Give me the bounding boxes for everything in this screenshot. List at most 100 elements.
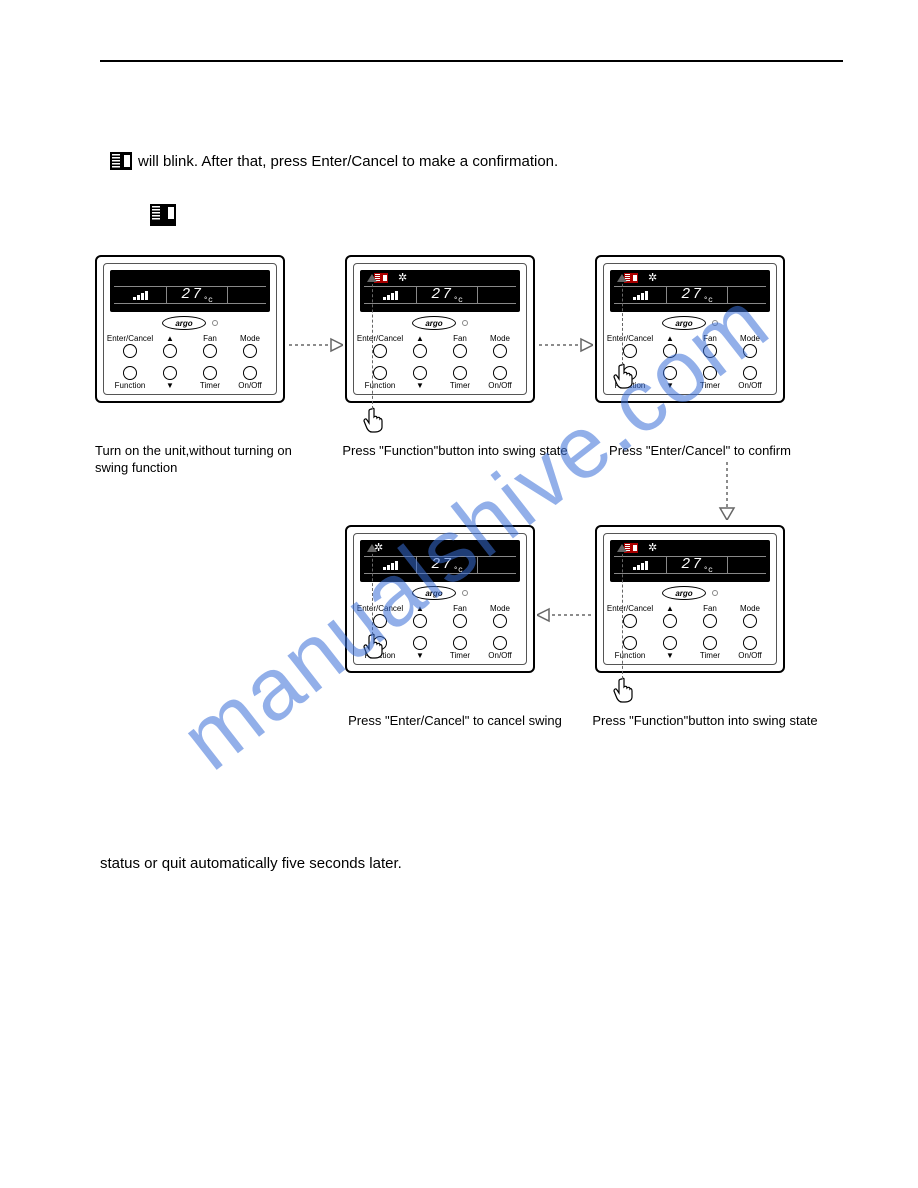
down-button[interactable] <box>413 366 427 380</box>
btn-label-fan: Fan <box>703 604 717 613</box>
caption-3: Press "Enter/Cancel" to confirm <box>595 443 805 460</box>
fan-button[interactable] <box>453 614 467 628</box>
brand-logo: argo <box>662 586 706 600</box>
btn-label-down: ▼ <box>666 381 674 390</box>
onoff-button[interactable] <box>743 366 757 380</box>
btn-label-onoff: On/Off <box>738 381 761 390</box>
signal-icon <box>633 291 648 300</box>
onoff-button[interactable] <box>743 636 757 650</box>
onoff-button[interactable] <box>493 636 507 650</box>
brand-logo: argo <box>412 316 456 330</box>
btn-label-down: ▼ <box>416 651 424 660</box>
btn-label-up: ▲ <box>416 334 424 343</box>
led-icon <box>712 320 718 326</box>
enter-cancel-button[interactable] <box>373 344 387 358</box>
lcd-temp: 27°c <box>431 286 463 305</box>
intro-text: will blink. After that, press Enter/Canc… <box>138 153 558 170</box>
btn-label-mode: Mode <box>490 604 510 613</box>
btn-label-timer: Timer <box>450 381 470 390</box>
callout-arrowhead <box>367 271 377 281</box>
down-button[interactable] <box>663 636 677 650</box>
btn-label-mode: Mode <box>240 334 260 343</box>
mode-button[interactable] <box>743 344 757 358</box>
timer-button[interactable] <box>703 366 717 380</box>
lcd-screen: ✲ 27°c <box>610 270 770 312</box>
fan-button[interactable] <box>453 344 467 358</box>
enter-cancel-button[interactable] <box>623 344 637 358</box>
brand-logo: argo <box>162 316 206 330</box>
up-button[interactable] <box>163 344 177 358</box>
fan-button[interactable] <box>703 614 717 628</box>
btn-label-onoff: On/Off <box>488 381 511 390</box>
intro-line: will blink. After that, press Enter/Canc… <box>110 152 843 170</box>
mode-button[interactable] <box>493 614 507 628</box>
btn-label-onoff: On/Off <box>488 651 511 660</box>
function-button[interactable] <box>623 636 637 650</box>
lcd-screen: ✲ 27°c <box>360 270 520 312</box>
btn-label-up: ▲ <box>666 604 674 613</box>
btn-label-timer: Timer <box>700 651 720 660</box>
function-button[interactable] <box>373 636 387 650</box>
up-button[interactable] <box>413 344 427 358</box>
led-icon <box>712 590 718 596</box>
function-button[interactable] <box>123 366 137 380</box>
timer-button[interactable] <box>703 636 717 650</box>
btn-label-down: ▼ <box>166 381 174 390</box>
btn-label-mode: Mode <box>740 334 760 343</box>
up-button[interactable] <box>413 614 427 628</box>
callout-line <box>622 549 623 679</box>
signal-icon <box>133 291 148 300</box>
btn-label-down: ▼ <box>416 381 424 390</box>
down-button[interactable] <box>163 366 177 380</box>
remote-r2: ✲ 27°c argo Enter/Cancel ▲ Fan Mode Func… <box>345 255 535 403</box>
swing-icon <box>110 152 132 170</box>
down-button[interactable] <box>663 366 677 380</box>
btn-label-enter: Enter/Cancel <box>357 334 403 343</box>
function-button[interactable] <box>373 366 387 380</box>
enter-cancel-button[interactable] <box>623 614 637 628</box>
enter-cancel-button[interactable] <box>373 614 387 628</box>
btn-label-function: Function <box>615 381 646 390</box>
caption-4: Press "Function"button into swing state <box>585 713 825 730</box>
fan-button[interactable] <box>703 344 717 358</box>
callout-line <box>622 279 623 365</box>
arrow-r4-r5 <box>537 605 593 625</box>
onoff-button[interactable] <box>243 366 257 380</box>
fan-button[interactable] <box>203 344 217 358</box>
btn-label-function: Function <box>115 381 146 390</box>
btn-label-enter: Enter/Cancel <box>607 334 653 343</box>
enter-cancel-button[interactable] <box>123 344 137 358</box>
remote-r4: ✲ 27°c argo Enter/Cancel ▲ Fan Mode Func… <box>595 525 785 673</box>
caption-1: Turn on the unit,without turning on swin… <box>95 443 305 477</box>
btn-label-fan: Fan <box>453 334 467 343</box>
mode-button[interactable] <box>493 344 507 358</box>
btn-label-enter: Enter/Cancel <box>607 604 653 613</box>
hand-pointer-icon <box>363 407 383 433</box>
timer-button[interactable] <box>203 366 217 380</box>
led-icon <box>212 320 218 326</box>
timer-button[interactable] <box>453 636 467 650</box>
up-button[interactable] <box>663 614 677 628</box>
function-button[interactable] <box>623 366 637 380</box>
signal-icon <box>383 561 398 570</box>
up-button[interactable] <box>663 344 677 358</box>
btn-label-enter: Enter/Cancel <box>107 334 153 343</box>
hand-pointer-icon <box>613 677 633 703</box>
callout-arrowhead <box>367 541 377 551</box>
btn-label-up: ▲ <box>666 334 674 343</box>
arrow-r1-r2 <box>287 335 343 355</box>
btn-label-timer: Timer <box>700 381 720 390</box>
btn-label-down: ▼ <box>666 651 674 660</box>
bottom-text: status or quit automatically five second… <box>100 855 843 872</box>
mode-button[interactable] <box>743 614 757 628</box>
mode-button[interactable] <box>243 344 257 358</box>
onoff-button[interactable] <box>493 366 507 380</box>
arrow-r3-r4 <box>715 460 739 520</box>
brand-logo: argo <box>662 316 706 330</box>
callout-arrowhead <box>617 271 627 281</box>
btn-label-timer: Timer <box>200 381 220 390</box>
btn-label-function: Function <box>615 651 646 660</box>
timer-button[interactable] <box>453 366 467 380</box>
btn-label-fan: Fan <box>203 334 217 343</box>
down-button[interactable] <box>413 636 427 650</box>
